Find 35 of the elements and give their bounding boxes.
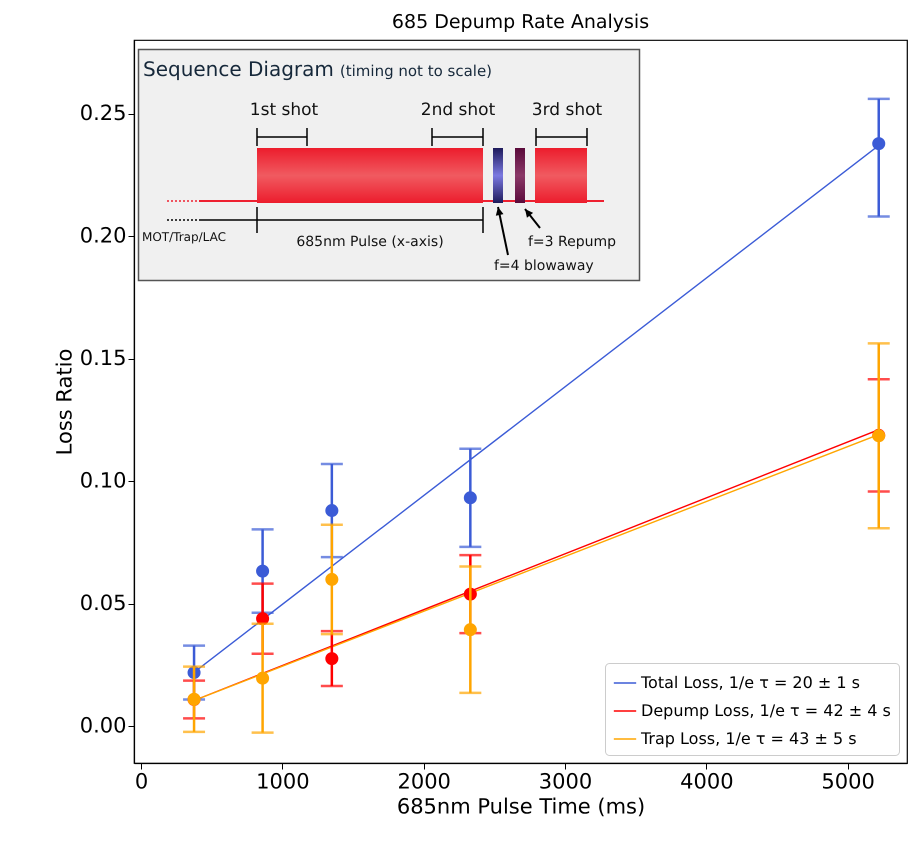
- x-tick-label: 1000: [256, 770, 310, 794]
- y-axis-title: Loss Ratio: [52, 348, 77, 456]
- annotation: 685nm Pulse (x-axis): [296, 234, 444, 250]
- annotation: 1st shot: [250, 100, 319, 120]
- x-tick-label: 2000: [397, 770, 451, 794]
- annotation: f=3 Repump: [528, 234, 616, 250]
- annotation: Sequence Diagram: [143, 57, 334, 81]
- x-tick-label: 4000: [680, 770, 734, 794]
- point: [325, 652, 338, 666]
- x-tick-label: 3000: [538, 770, 592, 794]
- point: [872, 137, 886, 150]
- point: [256, 672, 270, 685]
- point: [256, 564, 270, 578]
- point: [464, 491, 477, 504]
- legend-label: Depump Loss, 1/e τ = 42 ± 4 s: [641, 701, 891, 720]
- y-tick-label: 0.25: [80, 101, 126, 126]
- x-tick-label: 5000: [821, 770, 875, 794]
- legend-label: Total Loss, 1/e τ = 20 ± 1 s: [640, 673, 860, 692]
- point: [325, 504, 338, 518]
- annotation: 2nd shot: [420, 100, 496, 120]
- legend-label: Trap Loss, 1/e τ = 43 ± 5 s: [640, 729, 857, 748]
- y-tick-label: 0.15: [80, 346, 126, 370]
- annotation: f=4 blowaway: [494, 258, 594, 274]
- annotation: MOT/Trap/LAC: [142, 230, 226, 244]
- y-tick-label: 0.00: [80, 714, 126, 738]
- x-tick-label: 0: [134, 770, 148, 794]
- y-tick-label: 0.20: [80, 224, 126, 248]
- x-axis-title: 685nm Pulse Time (ms): [396, 794, 646, 818]
- annotation: (timing not to scale): [340, 62, 492, 80]
- y-tick-label: 0.10: [80, 468, 126, 493]
- point: [325, 572, 338, 586]
- y-tick-label: 0.05: [80, 591, 126, 616]
- annotation: 3rd shot: [532, 100, 603, 120]
- chart-title: 685 Depump Rate Analysis: [392, 11, 650, 33]
- point: [464, 623, 477, 636]
